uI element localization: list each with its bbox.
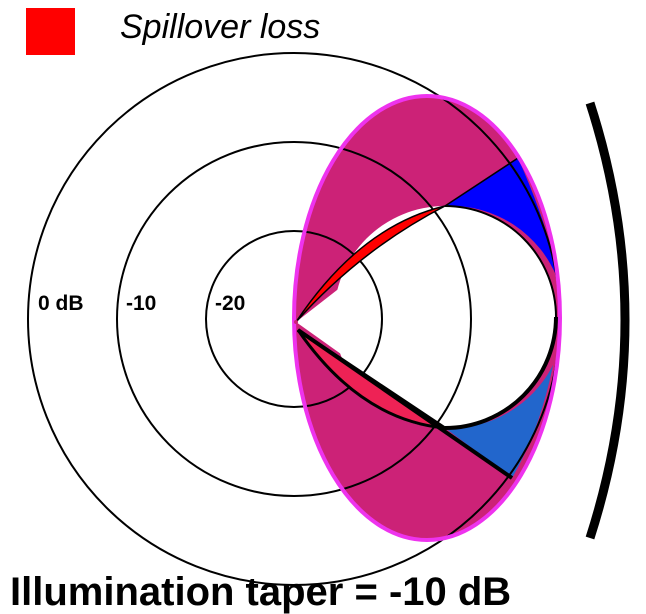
caption: Illumination taper = -10 dB	[10, 570, 512, 614]
feed-pattern-diagram	[27, 52, 630, 586]
ring-label-minus10: -10	[126, 292, 157, 315]
ring-minus20	[205, 230, 383, 408]
beam-circle-outline-lower	[444, 316, 558, 430]
feed-point	[294, 320, 298, 324]
legend-swatch	[26, 8, 75, 55]
ring-label-0db: 0 dB	[38, 292, 84, 315]
reflector-arc	[585, 101, 630, 540]
upper-spillover-region	[295, 205, 446, 323]
upper-beam-edge	[444, 157, 519, 207]
ring-minus10	[116, 141, 472, 497]
upper-blue-region	[445, 158, 558, 280]
lower-beam-edge	[296, 328, 514, 480]
beam-wedge	[296, 206, 445, 428]
feed-pattern-outline	[292, 94, 562, 542]
beam-circle-outline-upper	[444, 205, 557, 318]
legend-label: Spillover loss	[120, 8, 321, 46]
ring-label-minus20: -20	[215, 292, 246, 315]
